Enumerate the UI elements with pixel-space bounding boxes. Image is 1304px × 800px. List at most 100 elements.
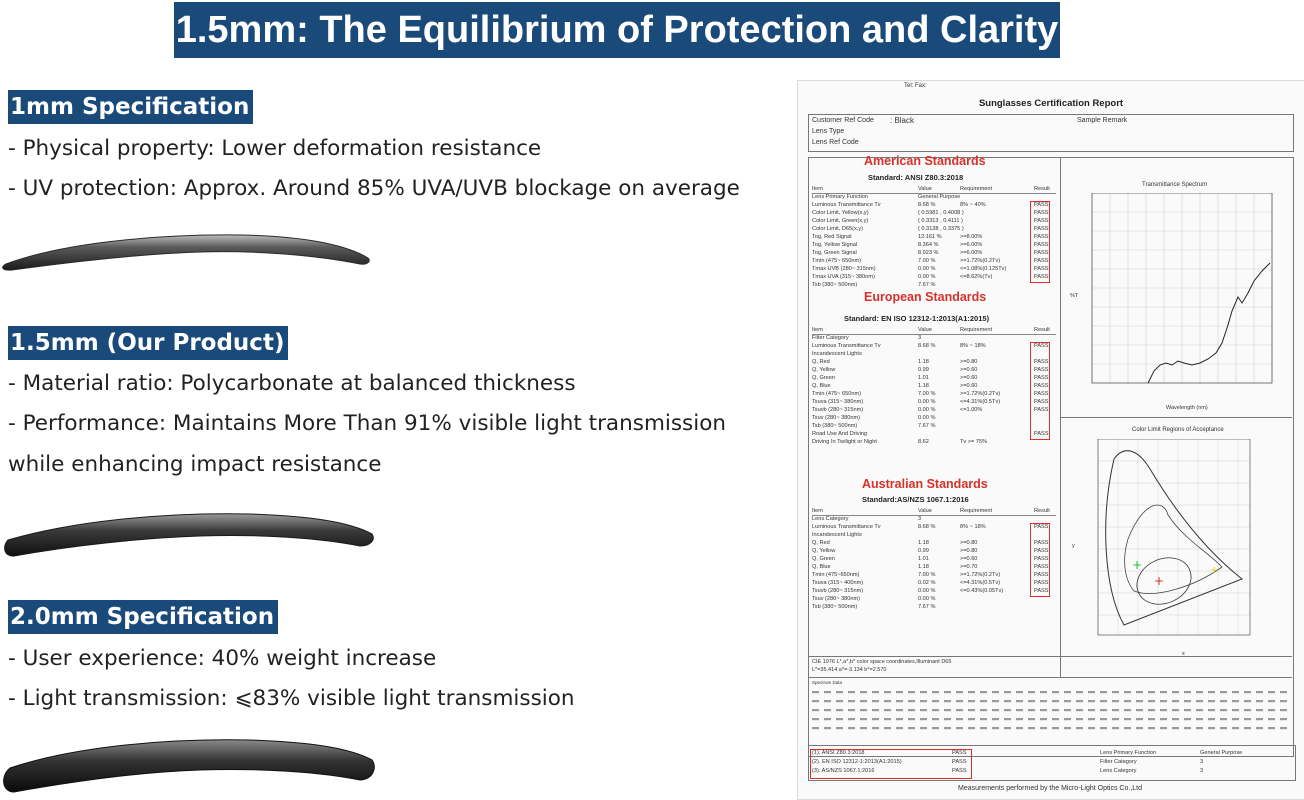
spectrum-data-cell xyxy=(1196,700,1203,703)
table-row: Lens Primary Function General Purpose xyxy=(812,193,1056,201)
cell-item: Tsb (380~ 500nm) xyxy=(812,282,858,288)
cell-requirement: Requirement xyxy=(960,186,993,192)
cell-item: Q, Green xyxy=(812,375,836,381)
cell-item: Tsb (380~ 500nm) xyxy=(812,423,858,429)
spectrum-data-cell xyxy=(1148,691,1155,694)
spectrum-data-cell xyxy=(848,718,855,721)
spectrum-data-cell xyxy=(1244,727,1251,730)
spectrum-data-cell xyxy=(980,709,987,712)
spectrum-data-cell xyxy=(836,700,843,703)
spectrum-data-cell xyxy=(896,727,903,730)
spectrum-data-cell xyxy=(968,709,975,712)
cell-item: Tog, Green Signal xyxy=(812,250,857,256)
cell-item: Road Use And Driving xyxy=(812,431,868,437)
spectrum-data-cell xyxy=(872,709,879,712)
spectrum-data-cell xyxy=(1172,718,1179,721)
cie-x-label: x xyxy=(1182,651,1185,657)
report-heading: Sunglasses Certification Report xyxy=(978,98,1124,109)
spectrum-data-cell xyxy=(1184,709,1191,712)
cell-requirement: <=1.00% xyxy=(960,407,983,413)
cell-result: PASS xyxy=(1034,407,1049,413)
table-row: Road Use And Driving PASS xyxy=(812,430,1056,438)
spectrum-data-cell xyxy=(1016,718,1023,721)
spectrum-data-cell xyxy=(1124,709,1131,712)
spectrum-data-cell xyxy=(1244,718,1251,721)
spectrum-data-cell xyxy=(1136,700,1143,703)
table-row: Tsb (380~ 500nm) 7.67 % xyxy=(812,603,1056,611)
spectrum-data-cell xyxy=(1076,709,1083,712)
cell-item: Filter Category xyxy=(812,335,849,341)
table-row: Tog, Yellow Signal 8.364 % >=6.00% PASS xyxy=(812,241,1056,249)
cie-y-label: y xyxy=(1072,543,1075,549)
cell-value: 0.00 % xyxy=(918,588,936,594)
cell-item: Tsb (380~ 500nm) xyxy=(812,604,858,610)
bullet-2mm-experience: - User experience: 40% weight increase xyxy=(8,646,437,671)
spectrum-data-cell xyxy=(1172,709,1179,712)
spectrum-data-cell xyxy=(1280,709,1287,712)
spectrum-data-cell xyxy=(884,718,891,721)
spectrum-data-cell xyxy=(1124,718,1131,721)
table-row: Tsuva (315~ 380nm) 0.00 % <=4.31%(0.5Tv) PA… xyxy=(812,398,1056,406)
spectrum-data-cell xyxy=(1148,700,1155,703)
cell-value: 3 xyxy=(918,516,922,522)
australian-standards-table: Item Value Requirement Result Lens Category 3… xyxy=(812,507,1056,617)
spectrum-data-cell xyxy=(824,709,831,712)
summary-value: PASS xyxy=(952,759,967,765)
cell-item: Tsuva (315~ 380nm) xyxy=(812,399,864,405)
spectrum-data-cell xyxy=(908,691,915,694)
spectrum-data-cell xyxy=(1268,700,1275,703)
table-header-row: Item Value Requirement Result xyxy=(812,185,1056,193)
spectrum-data-cell xyxy=(872,727,879,730)
spectrum-data-cell xyxy=(1232,691,1239,694)
spectrum-data-cell xyxy=(980,691,987,694)
cell-requirement: >=0.80 xyxy=(960,540,978,546)
customer-info-box xyxy=(808,114,1294,152)
spectrum-data-cell xyxy=(980,700,987,703)
customer-ref-value: : Black xyxy=(890,116,915,125)
transmittance-spectrum-chart xyxy=(1091,193,1273,384)
spectrum-data-cell xyxy=(944,718,951,721)
spectrum-data-cell xyxy=(920,700,927,703)
summary-label: (2). EN ISO 12312-1:2013(A1:2015) xyxy=(812,759,902,765)
lens-1-5mm-image xyxy=(4,513,374,557)
spectrum-data-cell xyxy=(1268,691,1275,694)
table-row: Tmin (475~650nm) 7.00 % >=1.72%(0.2Tv) PASS xyxy=(812,571,1056,579)
spectrum-data-cell xyxy=(1280,718,1287,721)
spectrum-data-cell xyxy=(1016,727,1023,730)
spectrum-frame xyxy=(1091,193,1273,384)
cell-item: Luminous Transmittance Tv xyxy=(812,343,881,349)
cie-color-limit-chart: + + + xyxy=(1097,439,1251,636)
pass-result-box xyxy=(1030,523,1050,597)
spectrum-data-cell xyxy=(836,718,843,721)
cell-item: Q, Green xyxy=(812,556,836,562)
spectrum-data-cell xyxy=(992,709,999,712)
table-row: Tog, Red Signal 12.161 % >=8.00% PASS xyxy=(812,233,1056,241)
cell-requirement: >=0.80 xyxy=(960,548,978,554)
spectrum-data-cell xyxy=(1184,718,1191,721)
table-row: Q, Yellow 0.99 >=0.80 PASS xyxy=(812,547,1056,555)
cell-item: Luminous Transmittance Tv xyxy=(812,524,881,530)
cell-item: Color Limit, Green(x,y) xyxy=(812,218,869,224)
spectrum-data-cell xyxy=(1232,718,1239,721)
cell-result: PASS xyxy=(1034,343,1049,349)
australian-standard-name: Standard:AS/NZS 1067.1:2016 xyxy=(862,495,969,504)
spectrum-data-divider xyxy=(808,677,1292,678)
spectrum-data-cell xyxy=(1220,700,1227,703)
table-row: Q, Green 1.01 >=0.60 PASS xyxy=(812,374,1056,382)
spectrum-data-cell xyxy=(908,709,915,712)
cell-item: Item xyxy=(812,327,823,333)
summary-value: PASS xyxy=(952,750,967,756)
spectrum-y-label: %T xyxy=(1070,293,1079,299)
spectrum-data-cell xyxy=(836,727,843,730)
report-tel-fax: Tel: Fax: xyxy=(904,83,927,89)
table-row: Tmin (475~ 650nm) 7.00 % >=1.72%(0.2Tv) PAS… xyxy=(812,257,1056,265)
cell-requirement: >=0.60 xyxy=(960,375,978,381)
spectrum-data-cell xyxy=(992,718,999,721)
spectrum-data-cell xyxy=(1256,709,1263,712)
spectrum-data-cell xyxy=(1232,709,1239,712)
spectrum-data-cell xyxy=(1268,727,1275,730)
spectrum-data-cell xyxy=(1040,718,1047,721)
cell-requirement: Requirement xyxy=(960,508,993,514)
spectrum-data-cell xyxy=(956,709,963,712)
spectrum-data-cell xyxy=(896,718,903,721)
